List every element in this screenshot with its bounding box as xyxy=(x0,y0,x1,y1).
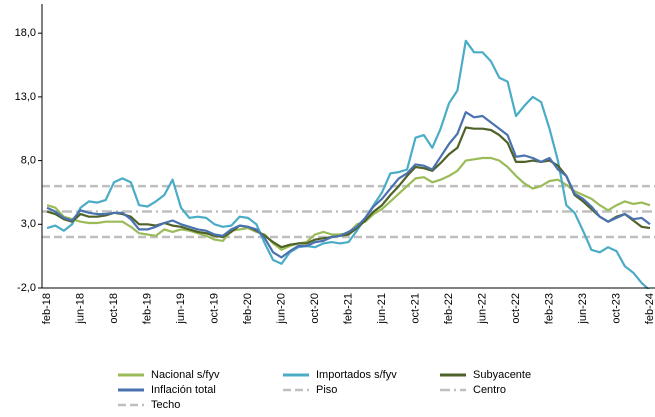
data-line xyxy=(46,111,651,259)
x-tick-label: oct-18 xyxy=(108,293,120,324)
x-tick-label: jun-21 xyxy=(376,293,388,325)
legend-label: Piso xyxy=(316,384,337,396)
x-tick-label: feb-22 xyxy=(443,293,455,324)
legend-label: Techo xyxy=(151,399,180,411)
x-tick-label: feb-23 xyxy=(543,293,555,324)
x-tick-label: jun-18 xyxy=(74,293,86,325)
legend-label: Importados s/fyv xyxy=(316,369,397,381)
legend-label: Nacional s/fyv xyxy=(151,369,220,381)
data-line xyxy=(46,126,651,249)
x-tick-label: feb-18 xyxy=(41,293,53,324)
y-tick-label: 8,0 xyxy=(21,154,36,166)
x-tick-label: jun-22 xyxy=(476,293,488,325)
x-tick-label: jun-23 xyxy=(577,293,589,325)
x-tick-label: oct-19 xyxy=(208,293,220,324)
x-tick-label: jun-20 xyxy=(275,293,287,325)
x-tick-label: feb-20 xyxy=(242,293,254,324)
x-tick-label: feb-21 xyxy=(342,293,354,324)
data-line xyxy=(46,39,650,289)
legend-label: Subyacente xyxy=(473,369,531,381)
x-tick-label: oct-22 xyxy=(510,293,522,324)
y-tick-label: -2,0 xyxy=(17,282,36,294)
x-tick-label: oct-23 xyxy=(610,293,622,324)
plot-area xyxy=(42,39,655,289)
x-tick-label: jun-19 xyxy=(175,293,187,325)
x-tick-label: oct-21 xyxy=(409,293,421,324)
y-tick-label: 13,0 xyxy=(15,91,36,103)
x-tick-label: feb-24 xyxy=(644,293,655,324)
x-tick-label: oct-20 xyxy=(309,293,321,324)
legend-label: Centro xyxy=(473,384,506,396)
legend-label: Inflación total xyxy=(151,384,216,396)
y-tick-label: 18,0 xyxy=(15,27,36,39)
y-tick-label: 3,0 xyxy=(21,218,36,230)
x-tick-label: feb-19 xyxy=(141,293,153,324)
